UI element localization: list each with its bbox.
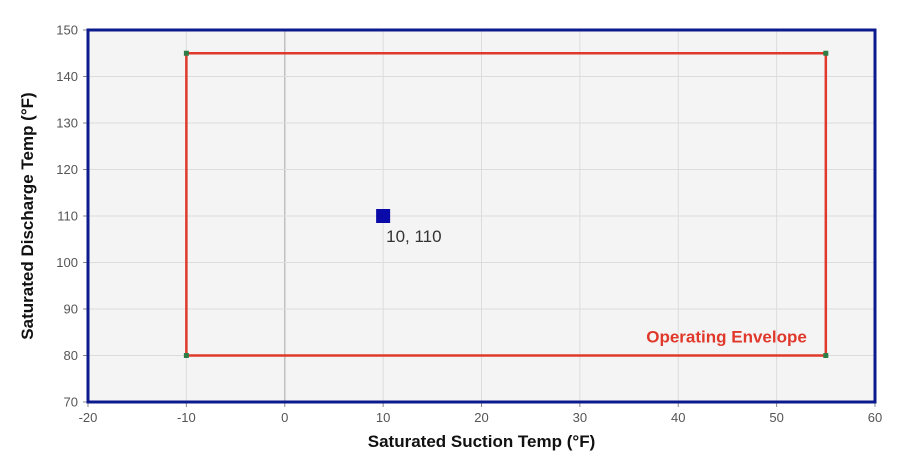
envelope-vertex-marker xyxy=(823,50,829,56)
operating-envelope xyxy=(183,50,829,358)
envelope-vertex-marker xyxy=(823,353,829,358)
plot-frame xyxy=(86,28,877,404)
x-tick-label: 0 xyxy=(281,410,288,425)
envelope-vertex-marker xyxy=(183,353,189,358)
y-axis-title: Saturated Discharge Temp (°F) xyxy=(18,92,37,339)
x-tick-label: 40 xyxy=(671,410,685,425)
y-tick-label: 120 xyxy=(56,162,78,177)
y-tick-label: 70 xyxy=(64,395,78,410)
x-tick-label: 10 xyxy=(376,410,390,425)
operating-point-marker xyxy=(376,209,391,223)
y-tick-label: 130 xyxy=(56,116,78,131)
operating-point-group: 10, 110 xyxy=(376,209,442,246)
x-tick-label: -10 xyxy=(177,410,196,425)
x-tick-label: 30 xyxy=(573,410,587,425)
y-tick-label: 90 xyxy=(64,302,78,317)
operating-point-label: 10, 110 xyxy=(386,227,441,246)
y-tick-label: 110 xyxy=(57,209,78,224)
envelope-label: Operating Envelope xyxy=(646,328,807,347)
x-axis-title: Saturated Suction Temp (°F) xyxy=(368,432,596,451)
x-axis-ticks: -20 -10 0 10 20 30 40 50 60 xyxy=(79,402,882,425)
x-tick-label: 60 xyxy=(868,410,882,425)
x-tick-label: 50 xyxy=(769,410,783,425)
y-tick-label: 100 xyxy=(56,255,78,270)
y-axis-ticks: 70 80 90 100 110 120 130 140 150 xyxy=(56,23,88,410)
x-tick-label: 20 xyxy=(474,410,488,425)
y-tick-label: 80 xyxy=(64,348,78,363)
y-tick-label: 140 xyxy=(56,69,78,84)
envelope-vertex-marker xyxy=(183,50,189,56)
x-tick-label: -20 xyxy=(79,410,98,425)
y-tick-label: 150 xyxy=(56,23,78,38)
